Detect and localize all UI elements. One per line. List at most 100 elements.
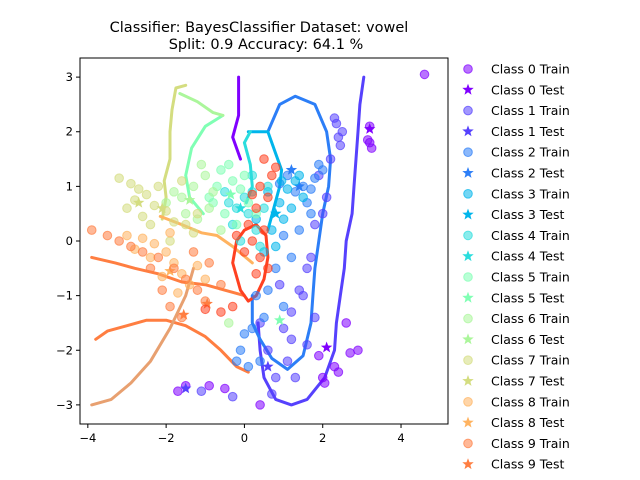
legend-label: Class 1 Test <box>491 124 564 139</box>
train-point <box>173 386 183 397</box>
train-point <box>282 184 293 194</box>
train-point <box>216 279 226 290</box>
test-point-star <box>201 297 213 309</box>
train-point <box>231 230 242 241</box>
train-point <box>216 165 226 175</box>
train-point <box>419 69 430 80</box>
train-point <box>192 208 203 219</box>
chart-subtitle: Split: 0.9 Accuracy: 64.1 % <box>169 37 364 53</box>
test-point-star <box>225 188 237 200</box>
train-point <box>255 356 265 366</box>
train-point <box>278 230 289 241</box>
train-point <box>298 290 308 301</box>
train-point <box>310 312 320 323</box>
chart-title: Classifier: BayesClassifier Dataset: vow… <box>110 20 409 36</box>
decision-boundary <box>231 223 270 303</box>
legend-label: Class 3 Train <box>491 186 570 201</box>
train-point <box>137 233 148 244</box>
train-point <box>149 200 160 211</box>
train-point <box>251 203 261 214</box>
train-point <box>153 252 164 263</box>
legend-marker-circle <box>463 313 473 324</box>
train-point <box>247 236 258 246</box>
decision-boundary <box>160 83 188 221</box>
train-point <box>259 203 269 214</box>
legend-label: Class 6 Train <box>491 311 570 326</box>
train-point <box>263 285 273 295</box>
train-point <box>196 159 207 170</box>
train-point <box>337 126 348 137</box>
train-point <box>145 263 156 274</box>
train-point <box>317 372 328 383</box>
legend-marker-circle <box>463 64 473 74</box>
train-point <box>274 279 285 290</box>
axes: −4 −2 0 2 4 −3 −2 −1 0 1 2 3 <box>56 70 405 445</box>
train-point <box>239 329 250 339</box>
train-point <box>274 197 285 208</box>
legend-marker-star <box>462 83 474 95</box>
train-point <box>306 252 316 263</box>
train-point <box>173 288 183 298</box>
test-point-star <box>320 341 333 353</box>
train-point <box>216 307 226 317</box>
train-point <box>137 247 148 257</box>
train-point <box>345 348 355 358</box>
train-point <box>255 400 265 410</box>
decision-boundary <box>246 130 284 232</box>
train-point <box>263 345 273 356</box>
legend-label: Class 8 Test <box>491 415 564 430</box>
legend-label: Class 4 Train <box>491 228 570 243</box>
train-point <box>270 263 281 274</box>
legend-label: Class 4 Test <box>491 249 564 264</box>
train-point <box>239 247 250 257</box>
train-point <box>310 173 320 183</box>
train-point <box>267 225 277 235</box>
train-point <box>259 225 269 235</box>
legend-marker-star <box>462 291 474 303</box>
train-point <box>208 187 218 197</box>
train-point <box>255 181 265 192</box>
legend-marker-star <box>462 250 474 262</box>
test-point-star <box>178 308 190 320</box>
train-point <box>302 263 312 274</box>
train-point <box>294 225 305 235</box>
train-point <box>243 208 254 219</box>
train-point <box>223 159 234 170</box>
train-point <box>223 197 234 208</box>
train-point <box>286 203 297 214</box>
train-point <box>270 372 281 383</box>
legend-label: Class 6 Test <box>491 332 564 347</box>
train-point <box>255 252 265 263</box>
train-point <box>317 208 328 219</box>
train-point <box>196 386 207 397</box>
legend-label: Class 0 Train <box>491 62 570 77</box>
train-point <box>263 192 273 203</box>
train-point <box>180 208 191 219</box>
train-point <box>102 230 113 241</box>
train-point <box>133 184 144 194</box>
train-point <box>278 214 289 224</box>
y-tick-label: −2 <box>56 343 73 357</box>
legend-marker-star <box>462 208 474 220</box>
decision-boundary <box>250 94 333 371</box>
y-tick-label: 1 <box>66 179 73 193</box>
data-points <box>86 69 430 410</box>
test-point-star <box>183 194 196 205</box>
legend-marker-circle <box>463 230 473 241</box>
legend-marker-star <box>462 458 474 470</box>
legend-label: Class 8 Train <box>491 394 570 409</box>
x-tick-label: −4 <box>79 431 96 445</box>
train-point <box>255 241 265 252</box>
train-point <box>259 312 269 323</box>
train-point <box>251 290 261 301</box>
train-point <box>247 189 258 200</box>
y-tick-label: 0 <box>66 234 73 248</box>
x-tick-label: 4 <box>397 431 404 445</box>
train-point <box>141 189 152 200</box>
train-point <box>364 137 375 148</box>
train-point <box>216 225 226 235</box>
legend-label: Class 5 Train <box>491 270 570 285</box>
test-point-star <box>293 180 305 192</box>
train-point <box>176 192 187 203</box>
train-point <box>114 236 124 246</box>
